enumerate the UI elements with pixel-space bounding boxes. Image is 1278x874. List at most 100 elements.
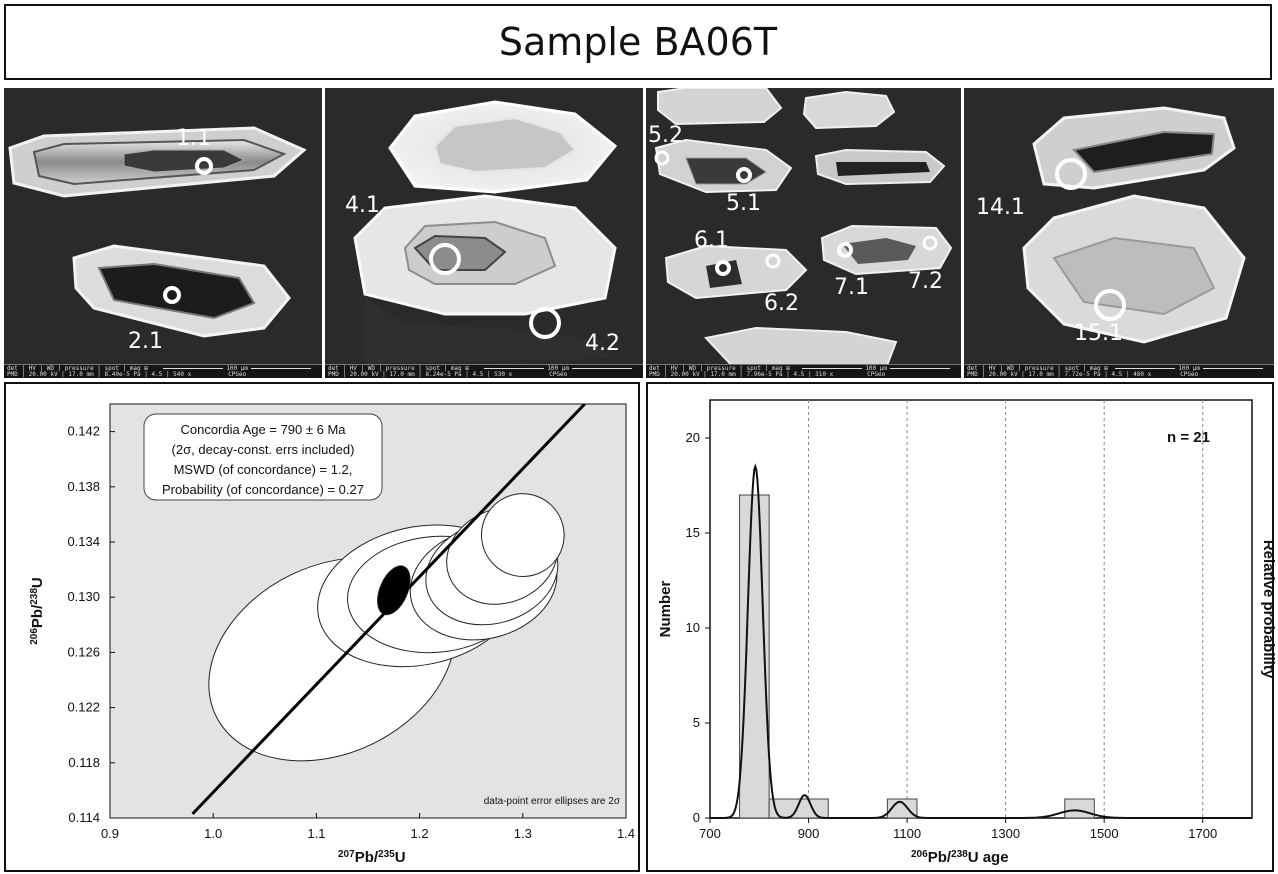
- scale-line: [251, 368, 311, 369]
- scale-label: 100 µm: [1178, 365, 1200, 372]
- x-tick-label: 900: [798, 826, 820, 841]
- analysis-spot: [922, 235, 938, 251]
- sem-image-3: 5.2 5.1 6.1 6.2 7.1 7.2 det | HV | WD | …: [646, 88, 961, 378]
- spot-label: 2.1: [128, 329, 163, 354]
- y-tick-label: 0: [693, 810, 700, 825]
- resin-background: [365, 298, 615, 364]
- x-tick-label: 1.4: [617, 826, 635, 841]
- x-axis-title: 207Pb/235U: [338, 849, 406, 867]
- sem-image-2: 4.1 4.2 det | HV | WD | pressure | spot …: [325, 88, 643, 378]
- sample-count-label: n = 21: [1167, 429, 1210, 446]
- analysis-spot: [837, 242, 853, 258]
- spot-label: 4.2: [585, 331, 620, 356]
- histogram-bar: [1064, 798, 1095, 819]
- scale-bar: 100 µm CPGeo: [799, 366, 953, 378]
- y-tick-label: 0.142: [67, 424, 100, 439]
- databar-text: det | HV | WD | pressure | spot | mag ⊞ …: [328, 365, 513, 378]
- lab-label: CPGeo: [1180, 371, 1199, 378]
- x-tick-label: 1100: [893, 826, 921, 841]
- x-tick-label: 0.9: [101, 826, 119, 841]
- plot-area: [709, 399, 1253, 819]
- databar-text: det | HV | WD | pressure | spot | mag ⊞ …: [967, 365, 1152, 378]
- scale-label: 100 µm: [865, 365, 887, 372]
- page-title: Sample BA06T: [498, 20, 778, 64]
- y-tick-label: 0.118: [68, 755, 100, 770]
- y-tick-label: 0.114: [68, 810, 100, 825]
- histogram-panel: 700 900 1100 1300 1500 1700 0 5 10 15 20 206Pb/238U…: [646, 382, 1276, 872]
- spot-label: 6.1: [694, 228, 729, 253]
- scale-line: [890, 368, 950, 369]
- lab-label: CPGeo: [867, 371, 886, 378]
- scale-line: [802, 368, 863, 369]
- scale-line: [163, 368, 224, 369]
- age-histogram: 700 900 1100 1300 1500 1700 0 5 10 15 20 206Pb/238U…: [657, 399, 1276, 867]
- zircon-zoning: [433, 116, 577, 174]
- zircon-core: [685, 157, 767, 185]
- sem-image-4-drawing: 14.1 15.1: [976, 106, 1246, 346]
- title-box: Sample BA06T: [4, 4, 1272, 80]
- scale-label: 100 µm: [547, 365, 569, 372]
- sem-image-2-drawing: 4.1 4.2: [345, 100, 620, 364]
- sem-image-4: 14.1 15.1 det | HV | WD | pressure | spo…: [964, 88, 1274, 378]
- spot-label: 14.1: [976, 195, 1025, 220]
- analysis-spot: [1055, 158, 1087, 190]
- x-tick-label: 1300: [991, 826, 1020, 841]
- spot-label: 5.2: [648, 123, 683, 148]
- sem-image-1-drawing: 1.1 2.1: [8, 126, 307, 354]
- databar-text: det | HV | WD | pressure | spot | mag ⊞ …: [649, 365, 834, 378]
- zircon-core: [1072, 130, 1216, 174]
- zircon-grain: [657, 88, 783, 126]
- scale-line: [1115, 368, 1176, 369]
- analysis-spot: [529, 307, 561, 339]
- scale-line: [1203, 368, 1263, 369]
- histogram-bar: [768, 798, 829, 819]
- scale-label: 100 µm: [226, 365, 248, 372]
- analysis-spot: [163, 286, 181, 304]
- x-tick-label: 1700: [1188, 826, 1217, 841]
- y-tick-label: 5: [693, 715, 700, 730]
- x-tick-label: 1.1: [307, 826, 325, 841]
- scale-bar: 100 µm CPGeo: [1112, 366, 1266, 378]
- spot-label: 15.1: [1074, 321, 1123, 346]
- analysis-spot: [429, 243, 461, 275]
- probability-density-curve: [710, 463, 1252, 819]
- scale-line: [484, 368, 545, 369]
- concordia-diagram: 0.9 1.0 1.1 1.2 1.3 1.4 0.114 0.118 0.122 0.126 0.…: [29, 403, 635, 867]
- scale-bar: 100 µm CPGeo: [481, 366, 635, 378]
- plot-content: [191, 404, 586, 815]
- y-axis-title: Number: [657, 581, 674, 638]
- spot-label: 5.1: [726, 191, 761, 216]
- x-tick-label: 700: [699, 826, 721, 841]
- databar-text: det | HV | WD | pressure | spot | mag ⊞ …: [7, 365, 192, 378]
- y-tick-label: 0.122: [67, 700, 100, 715]
- y-tick-label: 10: [686, 620, 700, 635]
- lab-label: CPGeo: [228, 371, 247, 378]
- analysis-spot: [765, 253, 781, 269]
- y2-axis-title: Relative probability: [1260, 540, 1276, 679]
- analysis-spot: [1094, 289, 1126, 321]
- zircon-grain: [802, 90, 896, 130]
- error-ellipse: [480, 493, 565, 577]
- error-note: data-point error ellipses are 2σ: [484, 796, 621, 807]
- sem-databar: det | HV | WD | pressure | spot | mag ⊞ …: [325, 364, 643, 378]
- spot-label: 1.1: [176, 126, 211, 151]
- zircon-zoning: [1052, 236, 1216, 316]
- sem-image-3-drawing: 5.2 5.1 6.1 6.2 7.1 7.2: [648, 88, 953, 372]
- analysis-spot: [654, 150, 670, 166]
- scale-bar: 100 µm CPGeo: [160, 366, 314, 378]
- sem-image-1: 1.1 2.1 det | HV | WD | pressure | spot …: [4, 88, 322, 378]
- x-tick-label: 1.3: [514, 826, 532, 841]
- x-axis-title: 206Pb/238U age: [911, 849, 1009, 867]
- analysis-spot: [736, 167, 752, 183]
- y-tick-label: 0.134: [67, 534, 100, 549]
- y-tick-label: 0.130: [67, 589, 100, 604]
- x-tick-label: 1500: [1090, 826, 1119, 841]
- y-tick-label: 0.126: [67, 644, 100, 659]
- zircon-core: [123, 149, 246, 173]
- zircon-core: [842, 238, 916, 264]
- annotation-line: Probability (of concordance) = 0.27: [162, 482, 364, 497]
- sem-databar: det | HV | WD | pressure | spot | mag ⊞ …: [4, 364, 322, 378]
- annotation-line: Concordia Age = 790 ± 6 Ma: [180, 422, 346, 437]
- x-tick-label: 1.2: [411, 826, 429, 841]
- sem-databar: det | HV | WD | pressure | spot | mag ⊞ …: [646, 364, 961, 378]
